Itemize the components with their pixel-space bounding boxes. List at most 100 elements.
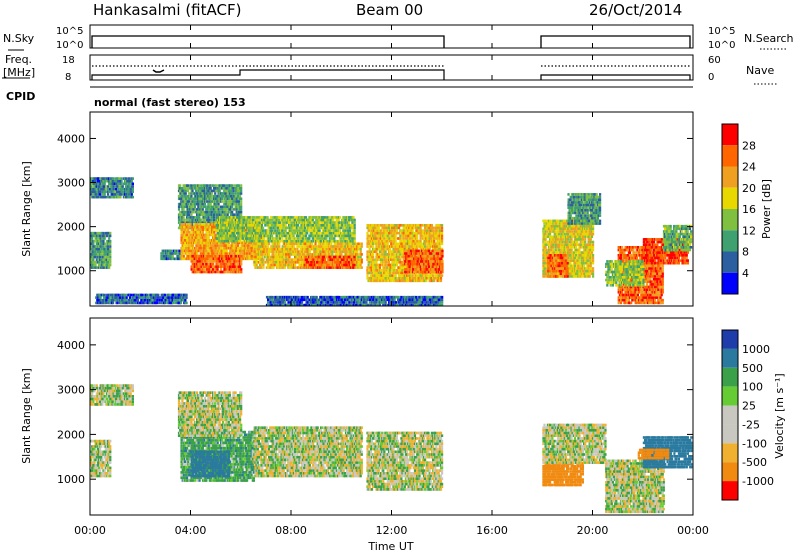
data-cell [253, 245, 255, 248]
data-cell [291, 237, 293, 240]
data-cell [207, 216, 209, 219]
data-cell [203, 236, 205, 239]
data-cell [351, 221, 353, 224]
data-cell [100, 243, 102, 246]
data-cell [212, 263, 214, 266]
data-cell [231, 198, 233, 201]
data-cell [160, 296, 162, 299]
data-cell [308, 258, 310, 261]
data-cell [299, 261, 301, 264]
data-cell [321, 264, 323, 267]
data-cell [185, 190, 187, 193]
data-cell [279, 237, 281, 240]
data-cell [289, 232, 291, 235]
data-cell [122, 191, 124, 194]
data-cell [238, 203, 240, 206]
data-cell [234, 235, 236, 238]
data-cell [100, 296, 102, 299]
data-cell [301, 258, 303, 261]
data-cell [202, 226, 204, 229]
data-cell [114, 191, 116, 194]
data-cell [343, 261, 345, 264]
data-cell [185, 195, 187, 198]
data-cell [189, 211, 191, 214]
data-cell [92, 191, 94, 194]
data-cell [340, 237, 342, 240]
data-cell [260, 256, 262, 259]
data-cell [366, 237, 368, 240]
data-cell [281, 229, 283, 232]
data-cell [183, 255, 185, 258]
data-cell [293, 227, 295, 230]
data-cell [132, 177, 134, 180]
data-cell [260, 216, 262, 219]
data-cell [91, 237, 93, 240]
data-cell [263, 237, 265, 240]
data-cell [227, 213, 229, 216]
data-cell [188, 213, 190, 216]
data-cell [351, 245, 353, 248]
data-cell [104, 256, 106, 259]
data-cell [356, 253, 358, 256]
data-cell [196, 271, 198, 274]
data-cell [163, 252, 165, 255]
data-cell [270, 227, 272, 230]
data-cell [267, 258, 269, 261]
data-cell [239, 237, 241, 240]
data-cell [218, 247, 220, 250]
data-cell [305, 235, 307, 238]
data-cell [119, 196, 121, 199]
data-cell [193, 268, 195, 271]
data-cell [230, 190, 232, 193]
data-cell [340, 248, 342, 251]
data-cell [121, 193, 123, 196]
data-cell [345, 221, 347, 224]
data-cell [178, 299, 180, 302]
data-cell [339, 250, 341, 253]
data-cell [308, 237, 310, 240]
data-cell [219, 260, 221, 263]
data-cell [231, 252, 233, 255]
data-cell [240, 200, 242, 203]
data-cell [146, 294, 148, 297]
data-cell [209, 219, 211, 222]
data-cell [208, 236, 210, 239]
data-cell [158, 299, 160, 302]
data-cell [211, 198, 213, 201]
data-cell [95, 264, 97, 267]
data-cell [212, 268, 214, 271]
data-cell [331, 250, 333, 253]
data-cell [204, 203, 206, 206]
data-cell [301, 250, 303, 253]
data-cell [192, 244, 194, 247]
data-cell [131, 180, 133, 183]
data-cell [264, 224, 266, 227]
data-cell [174, 302, 176, 305]
data-cell [188, 239, 190, 242]
data-cell [226, 263, 228, 266]
data-cell [225, 190, 227, 193]
data-cell [230, 221, 232, 224]
data-cell [333, 237, 335, 240]
freq-label-1: Freq. [5, 53, 32, 66]
data-cell [107, 256, 109, 259]
data-cell [196, 252, 198, 255]
data-cell [113, 185, 115, 188]
data-cell [378, 240, 380, 243]
data-cell [190, 226, 192, 229]
data-cell [267, 245, 269, 248]
data-cell [213, 219, 215, 222]
data-cell [205, 250, 207, 253]
data-cell [118, 191, 120, 194]
data-cell [192, 239, 194, 242]
data-cell [330, 243, 332, 246]
cpid-text: normal (fast stereo) 153 [94, 96, 246, 109]
data-cell [356, 250, 358, 253]
data-cell [279, 240, 281, 243]
data-cell [175, 252, 177, 255]
data-cell [296, 248, 298, 251]
data-cell [306, 232, 308, 235]
data-cell [296, 245, 298, 248]
data-cell [208, 250, 210, 253]
data-cell [372, 258, 374, 261]
